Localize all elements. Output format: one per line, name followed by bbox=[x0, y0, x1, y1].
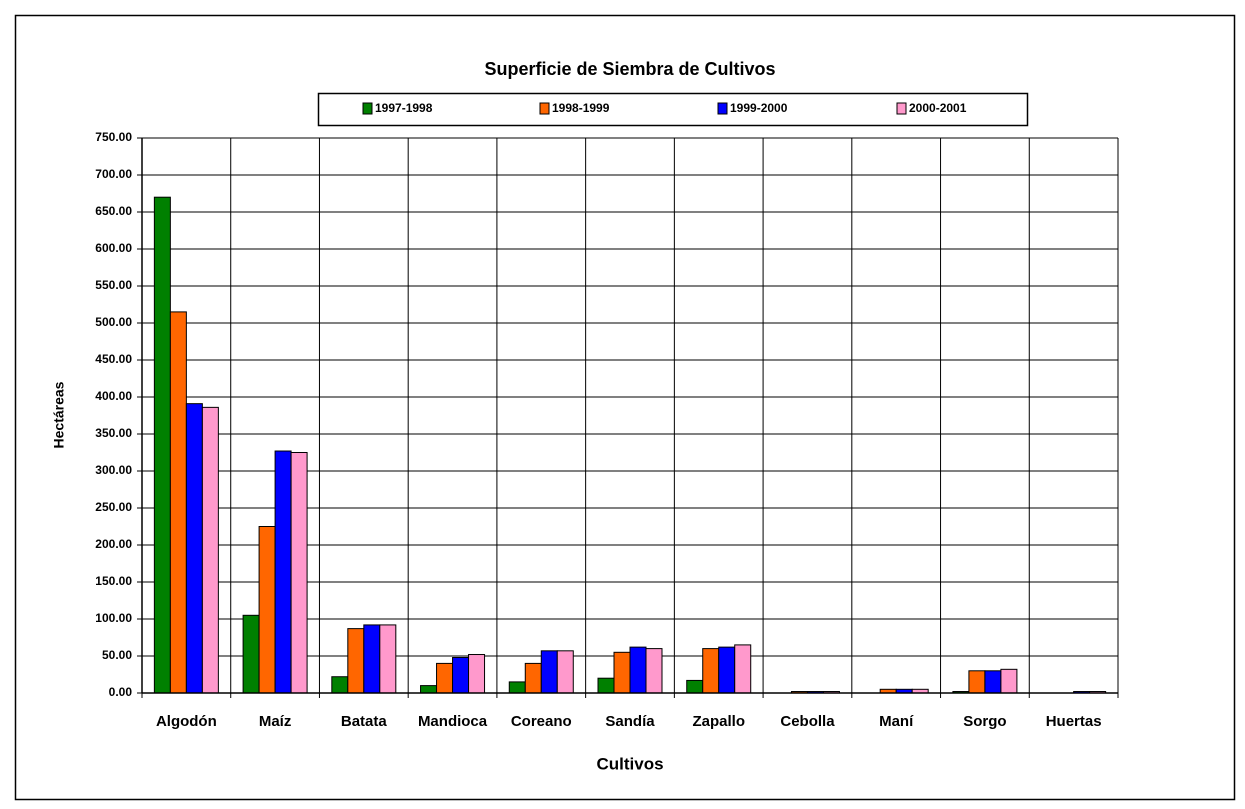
bar bbox=[242, 614, 260, 694]
x-tick-label: Cebolla bbox=[780, 713, 835, 730]
y-tick-label: 300.00 bbox=[95, 463, 132, 477]
y-tick-label: 550.00 bbox=[95, 278, 132, 292]
legend-label: 1999-2000 bbox=[730, 101, 788, 115]
x-tick-label: Algodón bbox=[156, 713, 217, 730]
bar bbox=[984, 670, 1002, 694]
x-tick-label: Sandía bbox=[605, 713, 655, 730]
x-axis-label: Cultivos bbox=[596, 754, 663, 773]
bar bbox=[540, 650, 558, 694]
y-tick-label: 50.00 bbox=[102, 648, 132, 662]
bar bbox=[597, 677, 615, 694]
legend-swatch bbox=[539, 102, 550, 115]
x-tick-label: Zapallo bbox=[692, 713, 745, 730]
legend-swatch bbox=[896, 102, 907, 115]
bar bbox=[347, 628, 365, 694]
bar bbox=[556, 650, 574, 694]
bar bbox=[363, 624, 381, 694]
chart-title: Superficie de Siembra de Cultivos bbox=[484, 59, 775, 79]
bar bbox=[734, 644, 752, 694]
bar bbox=[290, 452, 308, 694]
y-tick-label: 400.00 bbox=[95, 389, 132, 403]
legend-label: 2000-2001 bbox=[909, 101, 967, 115]
bar bbox=[169, 311, 187, 694]
y-tick-label: 150.00 bbox=[95, 574, 132, 588]
y-tick-label: 750.00 bbox=[95, 130, 132, 144]
bar bbox=[508, 681, 526, 694]
y-tick-label: 0.00 bbox=[109, 685, 133, 699]
x-tick-label: Sorgo bbox=[963, 713, 1006, 730]
legend-swatch bbox=[362, 102, 373, 115]
bar bbox=[629, 646, 647, 694]
bar bbox=[702, 648, 720, 694]
y-axis-label: Hectáreas bbox=[51, 381, 67, 448]
x-tick-label: Maní bbox=[879, 713, 914, 730]
bar bbox=[524, 662, 542, 694]
x-tick-label: Mandioca bbox=[418, 713, 488, 730]
bar bbox=[185, 403, 203, 694]
y-tick-label: 500.00 bbox=[95, 315, 132, 329]
bar bbox=[379, 624, 397, 694]
bar bbox=[468, 654, 486, 694]
y-tick-label: 600.00 bbox=[95, 241, 132, 255]
bar bbox=[1000, 668, 1018, 694]
bar bbox=[153, 196, 171, 694]
bar bbox=[201, 406, 219, 694]
bar bbox=[436, 662, 454, 694]
bar bbox=[331, 676, 349, 694]
x-tick-label: Batata bbox=[341, 713, 388, 730]
bar bbox=[686, 679, 704, 694]
x-tick-label: Huertas bbox=[1046, 713, 1102, 730]
bar bbox=[718, 646, 736, 694]
y-tick-label: 650.00 bbox=[95, 204, 132, 218]
y-tick-label: 200.00 bbox=[95, 537, 132, 551]
x-tick-label: Maíz bbox=[259, 713, 292, 730]
legend-label: 1998-1999 bbox=[552, 101, 610, 115]
bar bbox=[613, 651, 631, 694]
legend-box bbox=[317, 92, 1029, 127]
bar bbox=[420, 685, 438, 694]
y-tick-label: 450.00 bbox=[95, 352, 132, 366]
y-tick-label: 100.00 bbox=[95, 611, 132, 625]
legend-swatch bbox=[717, 102, 728, 115]
bar bbox=[258, 526, 276, 694]
y-tick-label: 250.00 bbox=[95, 500, 132, 514]
bar bbox=[274, 450, 292, 694]
y-tick-label: 350.00 bbox=[95, 426, 132, 440]
x-tick-label: Coreano bbox=[511, 713, 572, 730]
y-tick-label: 700.00 bbox=[95, 167, 132, 181]
bar bbox=[452, 656, 470, 694]
bar bbox=[645, 648, 663, 694]
legend-label: 1997-1998 bbox=[375, 101, 433, 115]
bar bbox=[968, 670, 986, 694]
